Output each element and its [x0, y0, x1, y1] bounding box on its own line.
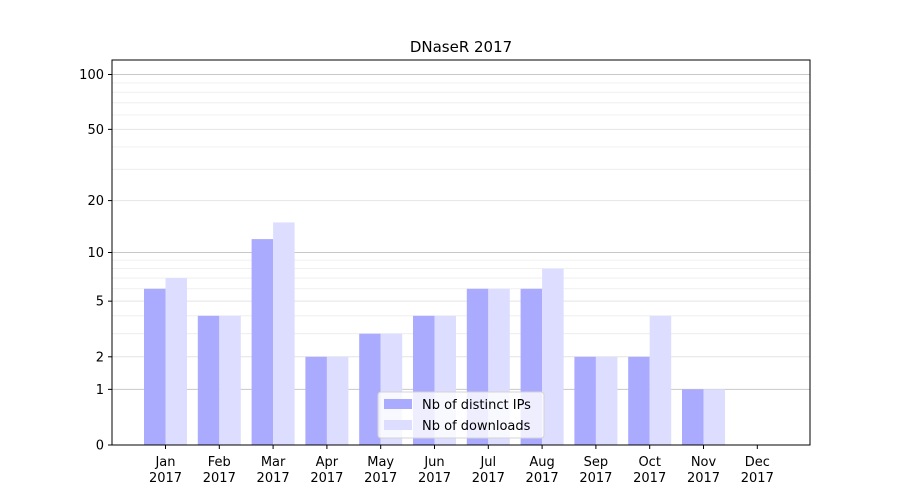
x-tick-label-year: 2017 — [687, 471, 720, 486]
x-tick-label-year: 2017 — [364, 471, 397, 486]
x-tick-label: Sep — [584, 455, 609, 470]
x-tick-label: Aug — [529, 455, 554, 470]
x-tick-label-year: 2017 — [579, 471, 612, 486]
legend-label: Nb of distinct IPs — [422, 398, 531, 413]
x-axis: Jan2017Feb2017Mar2017Apr2017May2017Jun20… — [149, 445, 774, 486]
x-tick-label: Nov — [691, 455, 717, 470]
x-tick-label: Jan — [154, 455, 175, 470]
x-tick-label-year: 2017 — [257, 471, 290, 486]
bar-downloads-sep — [595, 356, 618, 445]
y-tick-label: 10 — [87, 246, 104, 261]
x-tick-label-year: 2017 — [418, 471, 451, 486]
bar-downloads-aug — [542, 268, 564, 445]
legend: Nb of distinct IPs Nb of downloads — [377, 391, 545, 439]
x-tick-label-year: 2017 — [633, 471, 666, 486]
bar-distinct-ips-mar — [251, 239, 274, 445]
x-tick-label-year: 2017 — [310, 471, 343, 486]
y-tick-label: 1 — [96, 383, 104, 398]
x-tick-label: Oct — [638, 455, 660, 470]
x-tick-label: Apr — [316, 455, 339, 470]
y-tick-label: 2 — [96, 350, 104, 365]
y-tick-label: 100 — [79, 68, 104, 83]
x-tick-label-year: 2017 — [149, 471, 182, 486]
x-tick-label: Jul — [479, 455, 496, 470]
bar-distinct-ips-feb — [197, 315, 220, 445]
x-tick-label: Feb — [208, 455, 231, 470]
y-tick-label: 20 — [87, 194, 104, 209]
x-tick-label: Mar — [261, 455, 286, 470]
x-tick-label: May — [367, 455, 394, 470]
bar-distinct-ips-may — [359, 333, 381, 445]
bar-downloads-feb — [219, 315, 241, 445]
bar-downloads-oct — [649, 315, 672, 445]
x-tick-label: Dec — [745, 455, 770, 470]
bar-downloads-jan — [165, 278, 187, 445]
legend-label: Nb of downloads — [422, 419, 531, 434]
x-tick-label-year: 2017 — [472, 471, 505, 486]
legend-box — [377, 391, 545, 439]
bar-distinct-ips-oct — [628, 356, 650, 445]
y-tick-label: 50 — [87, 123, 104, 138]
y-tick-label: 0 — [96, 439, 104, 454]
x-tick-label-year: 2017 — [526, 471, 559, 486]
y-axis: 0 1 2 5 10 20 50 100 — [79, 68, 112, 454]
bar-downloads-apr — [326, 356, 349, 445]
x-tick-label-year: 2017 — [741, 471, 774, 486]
chart-title: DNaseR 2017 — [410, 38, 512, 56]
legend-swatch — [384, 420, 412, 430]
bar-downloads-nov — [703, 389, 725, 445]
bar-distinct-ips-nov — [682, 389, 704, 445]
bar-distinct-ips-apr — [305, 356, 327, 445]
x-tick-label: Jun — [423, 455, 444, 470]
x-tick-label-year: 2017 — [203, 471, 236, 486]
y-tick-label: 5 — [96, 295, 104, 310]
legend-swatch — [384, 399, 412, 409]
bar-downloads-mar — [273, 222, 295, 445]
bar-distinct-ips-jan — [144, 288, 166, 445]
bar-distinct-ips-sep — [574, 356, 596, 445]
